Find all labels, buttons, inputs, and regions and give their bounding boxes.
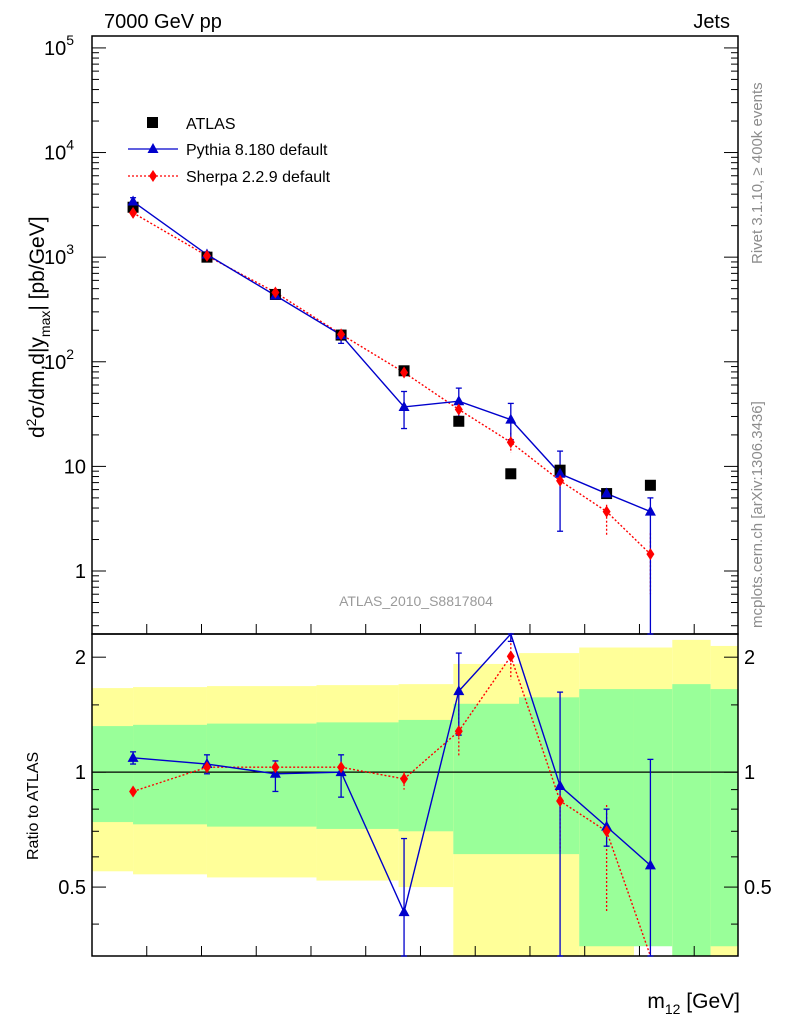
sherpa-point xyxy=(602,505,611,518)
ratio-sherpa-point xyxy=(202,761,211,774)
ratio-sherpa-point xyxy=(400,772,409,785)
ratio-sherpa-point xyxy=(337,761,346,774)
main-tick-label: 1 xyxy=(75,561,86,583)
ratio-plot-frame xyxy=(91,633,739,957)
legend-pythia-marker xyxy=(147,143,159,153)
axis-tick-labels: 1 10 102 103 104 105 0.5 0.5 1 1 2 2 xyxy=(44,32,772,899)
legend-sherpa-marker xyxy=(149,170,157,182)
legend-atlas-label: ATLAS xyxy=(186,116,236,133)
pythia-point xyxy=(398,400,410,411)
green-band-segment xyxy=(519,697,580,855)
x-axis-label: m12 [GeV] xyxy=(647,990,740,1017)
ratio-tick-label: 1 xyxy=(75,762,86,784)
header-left-label: 7000 GeV pp xyxy=(104,11,222,33)
ratio-tick-label-right: 1 xyxy=(744,762,755,784)
pythia-point xyxy=(554,467,566,478)
ratio-tick-label: 0.5 xyxy=(58,877,86,899)
pythia-point xyxy=(644,505,656,516)
sherpa-point xyxy=(202,249,211,262)
ratio-sherpa-line xyxy=(132,654,652,957)
sherpa-point xyxy=(129,206,138,219)
main-tick-label: 102 xyxy=(44,346,74,374)
ratio-pythia-point xyxy=(127,751,139,762)
pythia-point xyxy=(127,195,139,206)
ratio-sherpa-point xyxy=(129,785,138,798)
ratio-sherpa-point xyxy=(602,825,611,838)
legend-sherpa-label: Sherpa 2.2.9 default xyxy=(186,169,331,186)
sherpa-point xyxy=(454,403,463,416)
ratio-sherpa-point xyxy=(506,650,515,663)
sherpa-point xyxy=(271,286,280,299)
ratio-sherpa-point xyxy=(271,761,280,774)
pythia-line xyxy=(132,200,651,513)
ratio-pythia-point xyxy=(644,859,656,870)
green-band-segment xyxy=(453,703,520,855)
ratio-pythia-line xyxy=(133,632,651,915)
main-tick-label: 10 xyxy=(64,456,86,478)
main-tick-label: 105 xyxy=(44,32,74,60)
ratio-tick-label-right: 0.5 xyxy=(744,877,772,899)
green-band-segment xyxy=(206,723,317,827)
green-band-segment xyxy=(633,689,673,947)
ratio-tick-label: 2 xyxy=(75,647,86,669)
ratio-pythia-point xyxy=(398,906,410,917)
ratio-pythia-point xyxy=(453,685,465,696)
ratio-sherpa-point xyxy=(556,795,565,808)
plot-series xyxy=(127,195,656,957)
atlas-point xyxy=(644,479,656,491)
pythia-point xyxy=(453,395,465,406)
green-band-segment xyxy=(672,684,711,956)
main-tick-label: 103 xyxy=(44,241,74,269)
main-tick-label: 104 xyxy=(44,137,74,165)
ratio-tick-label-right: 2 xyxy=(744,647,755,669)
ratio-y-axis-label: Ratio to ATLAS xyxy=(25,752,42,860)
main-y-axis-label: d2σ/dm,d|ymax| [pb/GeV] xyxy=(23,216,53,438)
sherpa-point xyxy=(400,366,409,379)
legend: ATLAS Pythia 8.180 default Sherpa 2.2.9 … xyxy=(128,116,331,186)
analysis-watermark: ATLAS_2010_S8817804 xyxy=(339,593,493,609)
atlas-point xyxy=(453,415,465,427)
pythia-point xyxy=(601,487,613,498)
header-right-label: Jets xyxy=(693,11,730,33)
legend-atlas-marker xyxy=(147,117,158,128)
atlas-point xyxy=(505,468,517,480)
ratio-pythia-point xyxy=(554,779,566,790)
sherpa-point xyxy=(337,328,346,341)
axis-ticks xyxy=(92,47,738,956)
green-band-segment xyxy=(133,724,207,825)
sherpa-point xyxy=(506,436,515,449)
sherpa-point xyxy=(556,474,565,487)
sherpa-point xyxy=(646,548,655,561)
rivet-label: Rivet 3.1.10, ≥ 400k events xyxy=(749,82,766,264)
green-band-segment xyxy=(710,689,738,947)
mcplots-url: mcplots.cern.ch [arXiv:1306.3436] xyxy=(749,401,766,628)
pythia-point xyxy=(505,413,517,424)
green-band-segment xyxy=(92,726,134,823)
ratio-sherpa-point xyxy=(454,725,463,738)
ratio-bands xyxy=(92,639,738,956)
legend-pythia-label: Pythia 8.180 default xyxy=(186,142,328,159)
sherpa-line xyxy=(132,212,651,555)
